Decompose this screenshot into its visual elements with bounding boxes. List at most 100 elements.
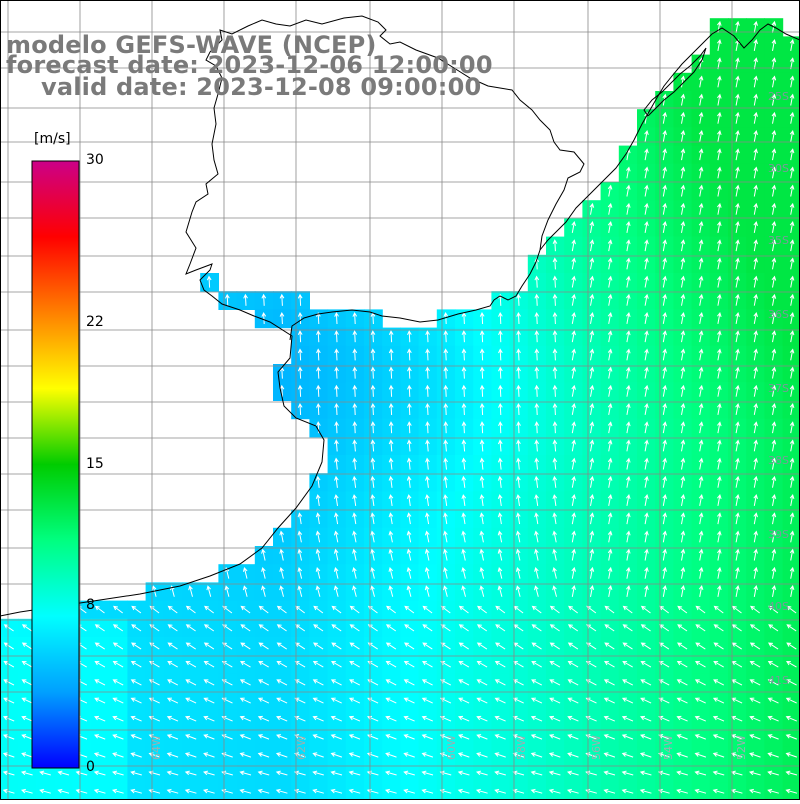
wind-arrow	[567, 752, 579, 758]
wind-arrow	[680, 148, 686, 161]
wind-arrow	[753, 312, 758, 324]
wind-arrow	[257, 734, 270, 740]
wind-arrow	[731, 605, 742, 614]
wind-arrow	[607, 384, 613, 397]
wind-arrow	[644, 148, 649, 161]
wind-arrow	[370, 457, 376, 470]
wind-arrow	[626, 166, 631, 179]
wind-arrow	[293, 788, 306, 794]
wind-arrow	[589, 366, 595, 379]
wind-arrow	[21, 697, 33, 704]
wind-arrow	[626, 585, 631, 597]
wind-arrow	[567, 624, 579, 632]
wind-arrow	[443, 439, 449, 452]
wind-arrow	[571, 512, 576, 525]
wind-arrow	[785, 715, 797, 722]
wind-arrow	[662, 439, 667, 452]
wind-arrow	[695, 624, 706, 632]
wind-arrow	[735, 312, 740, 324]
wind-arrow	[21, 715, 33, 722]
wind-arrow	[349, 605, 360, 614]
wind-arrow	[789, 475, 795, 488]
wind-arrow	[20, 788, 33, 794]
wind-arrow	[331, 660, 342, 668]
wind-arrow	[717, 439, 722, 452]
wind-arrow	[479, 384, 485, 397]
wind-arrow	[717, 348, 722, 361]
wind-arrow	[571, 403, 576, 415]
wind-arrow	[771, 39, 777, 51]
wind-arrow	[552, 293, 558, 306]
wind-arrow	[203, 642, 215, 650]
wind-arrow	[21, 660, 33, 668]
latitude-label: 39S	[768, 528, 789, 541]
wind-arrow	[531, 605, 542, 614]
wind-arrow	[552, 257, 558, 270]
wind-arrow	[202, 788, 215, 794]
wind-arrow	[461, 530, 466, 543]
wind-arrow	[425, 348, 430, 361]
wind-arrow	[753, 348, 758, 361]
wind-arrow	[476, 715, 488, 722]
wind-arrow	[644, 512, 649, 525]
wind-arrow	[549, 715, 561, 722]
wind-arrow	[680, 421, 686, 434]
wind-arrow	[680, 93, 686, 106]
wind-arrow	[443, 475, 448, 488]
wind-arrow	[589, 275, 595, 288]
wind-arrow	[333, 548, 339, 561]
wind-arrow	[403, 788, 415, 794]
wind-arrow	[676, 679, 688, 686]
wind-arrow	[640, 642, 651, 650]
wind-arrow	[662, 494, 667, 506]
wind-arrow	[131, 624, 142, 632]
wind-arrow	[607, 330, 613, 343]
wind-arrow	[316, 330, 321, 343]
coastline	[0, 15, 800, 617]
wind-arrow	[497, 585, 503, 597]
wind-arrow	[497, 548, 503, 561]
wind-arrow	[3, 679, 15, 686]
wind-arrow	[567, 660, 579, 668]
wind-arrow	[644, 202, 649, 215]
wind-arrow	[607, 421, 613, 434]
wind-arrow	[39, 788, 51, 794]
wind-arrow	[185, 642, 196, 650]
wind-arrow	[334, 384, 339, 397]
wind-arrow	[279, 384, 285, 397]
wind-arrow	[662, 475, 667, 488]
wind-arrow	[530, 752, 543, 758]
wind-arrow	[768, 605, 779, 614]
wind-arrow	[567, 679, 579, 686]
wind-arrow	[626, 366, 631, 379]
wind-arrow	[297, 293, 303, 306]
wind-arrow	[698, 312, 704, 324]
wind-arrow	[753, 75, 758, 88]
wind-arrow	[407, 402, 412, 416]
wind-arrow	[166, 770, 179, 776]
wind-arrow	[676, 752, 688, 758]
wind-arrow	[479, 457, 485, 470]
wind-arrow	[789, 184, 795, 197]
wind-arrow	[767, 660, 779, 668]
wind-arrow	[439, 697, 452, 704]
wind-arrow	[789, 221, 795, 233]
wind-arrow	[604, 642, 615, 650]
wind-arrow	[312, 788, 324, 794]
wind-arrow	[589, 384, 595, 397]
wind-arrow	[443, 384, 449, 397]
wind-arrow	[370, 384, 376, 397]
wind-arrow	[712, 752, 725, 758]
wind-arrow	[516, 512, 521, 525]
wind-arrow	[334, 330, 339, 343]
wind-arrow	[771, 475, 777, 488]
wind-arrow	[404, 624, 415, 632]
wind-arrow	[94, 734, 106, 740]
wind-arrow	[785, 679, 797, 686]
wind-arrow	[677, 624, 688, 632]
wind-arrow	[425, 475, 430, 488]
wind-arrow	[621, 788, 634, 794]
wind-arrow	[621, 715, 634, 722]
wind-arrow	[552, 275, 558, 288]
